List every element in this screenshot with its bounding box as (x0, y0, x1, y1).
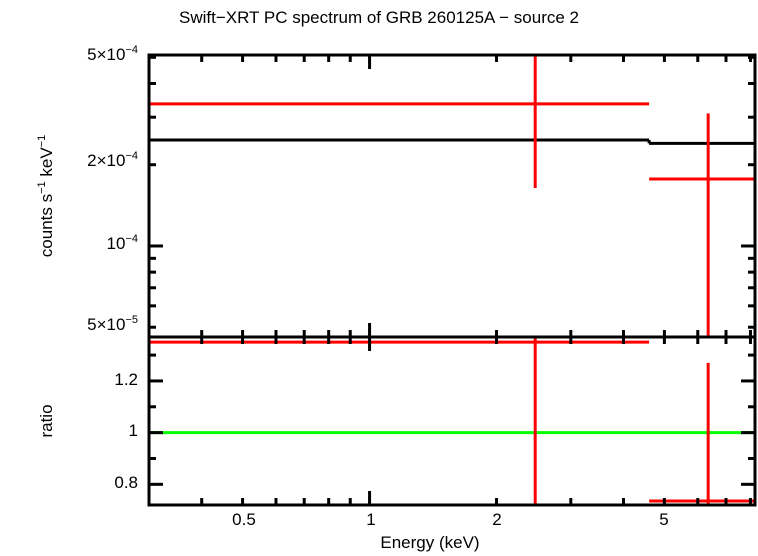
x-tick-1: 1 (366, 510, 376, 529)
y-tick-0.8: 0.8 (114, 473, 138, 492)
y-tick-1e-4: 10−4 (106, 233, 138, 254)
spectrum-frame (147, 53, 757, 339)
x-tick-0.5: 0.5 (232, 510, 256, 529)
ratio-frame (147, 335, 757, 507)
x-tick-5: 5 (659, 510, 669, 529)
x-tick-2: 2 (492, 510, 502, 529)
y-axis-label-ratio: ratio (37, 404, 56, 438)
y-tick-1: 1 (128, 421, 138, 440)
y-tick-1.2: 1.2 (114, 370, 138, 389)
y-tick-2e-4: 2×10−4 (87, 150, 138, 171)
chart-title: Swift−XRT PC spectrum of GRB 260125A − s… (178, 8, 579, 27)
y-axis-label-counts: counts s−1 keV−1 (36, 134, 56, 258)
y-tick-5e-4: 5×10−4 (87, 44, 138, 65)
x-axis-label: Energy (keV) (380, 533, 480, 552)
y-tick-5e-5: 5×10−5 (87, 314, 138, 335)
